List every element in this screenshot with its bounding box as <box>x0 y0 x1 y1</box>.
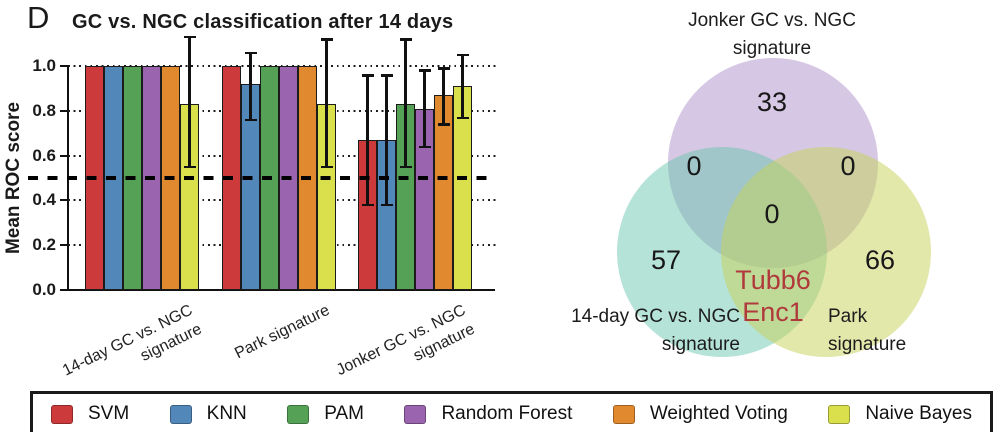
y-tick-0.4 <box>60 199 68 202</box>
error-bar-cap-bottom <box>244 118 257 122</box>
error-bar <box>461 54 464 118</box>
venn-label-line: signature <box>828 334 907 355</box>
legend-swatch-weighted-voting <box>612 404 635 424</box>
legend-swatch-knn <box>169 404 192 424</box>
venn-label-14day: 14-day GC vs. NGC signature <box>500 303 740 359</box>
legend-swatch-random-forest <box>404 404 427 424</box>
legend-label: SVM <box>88 403 130 424</box>
venn-count-park-only: 66 <box>864 245 896 275</box>
legend-swatch-pam <box>287 404 310 424</box>
legend-swatch-svm <box>51 404 73 424</box>
venn-count-jonker-day14: 0 <box>686 151 702 181</box>
legend-item-weighted-voting: Weighted Voting <box>612 403 788 425</box>
error-bar <box>442 68 445 125</box>
error-bar <box>404 39 407 167</box>
error-bar-cap-top <box>361 73 374 77</box>
legend-swatch-naive-bayes <box>828 404 851 424</box>
error-bar-cap-top <box>456 53 469 57</box>
legend-label: PAM <box>324 403 364 424</box>
error-bar-cap-top <box>380 73 393 77</box>
venn-count-all-three: 0 <box>764 199 780 229</box>
venn-label-line: Park <box>828 306 868 327</box>
bar-chart-plot-area: Mean ROC score 0.0 0.2 0.4 0.6 0.8 1.0 14-day … <box>3 35 497 379</box>
error-bar-cap-bottom <box>399 165 412 169</box>
error-bar-cap-bottom <box>456 116 469 120</box>
error-bar-cap-top <box>183 35 196 39</box>
error-bar-cap-bottom <box>183 165 196 169</box>
venn-count-jonker-only: 33 <box>756 87 788 117</box>
error-bar-cap-top <box>399 38 412 41</box>
y-tick-0.6 <box>60 154 68 157</box>
y-tick-label-0.0: 0.0 <box>32 280 56 299</box>
classifier-legend: SVM KNN PAM Random Forest Weighted Voting Nai… <box>30 391 993 432</box>
venn-count-jonker-park: 0 <box>840 151 856 181</box>
y-tick-1.0 <box>60 65 68 67</box>
error-bar-cap-bottom <box>418 145 431 149</box>
y-tick-0.0 <box>60 289 68 291</box>
venn-label-park: Park signature <box>828 303 978 359</box>
legend-item-pam: PAM <box>287 403 364 425</box>
error-bar <box>188 36 191 167</box>
reference-line-0.5 <box>28 176 496 180</box>
panel-label: D <box>27 0 50 35</box>
error-bar <box>423 70 426 147</box>
error-bar-cap-bottom <box>380 203 393 207</box>
venn-count-day14-only: 57 <box>650 245 682 275</box>
legend-label: KNN <box>206 403 247 424</box>
error-bar-cap-top <box>437 67 450 70</box>
venn-gene-tubb6: Tubb6 <box>735 265 811 295</box>
error-bar-cap-top <box>244 51 257 55</box>
y-tick-0.2 <box>60 244 68 247</box>
legend-item-svm: SVM <box>51 403 129 425</box>
error-bar-cap-bottom <box>361 203 374 207</box>
chart-title: GC vs. NGC classification after 14 days <box>72 11 454 33</box>
venn-label-line: signature <box>732 38 812 59</box>
venn-label-line: 14-day GC vs. NGC <box>571 306 740 327</box>
legend-item-knn: KNN <box>169 403 247 425</box>
legend-item-naive-bayes: Naive Bayes <box>828 403 972 425</box>
venn-label-jonker: Jonker GC vs. NGC signature <box>612 7 932 63</box>
venn-circle-park <box>721 147 931 357</box>
legend-label: Weighted Voting <box>649 403 788 424</box>
error-bar <box>249 52 252 120</box>
venn-gene-enc1: Enc1 <box>742 297 804 327</box>
error-bar <box>366 74 369 205</box>
y-axis-label: Mean ROC score <box>3 101 24 255</box>
legend-item-random-forest: Random Forest <box>404 403 572 425</box>
y-tick-label-1.0: 1.0 <box>32 56 56 75</box>
error-bar <box>385 74 388 205</box>
x-axis-line <box>67 289 495 291</box>
error-bar-cap-top <box>320 38 333 41</box>
legend-label: Random Forest <box>441 403 573 424</box>
venn-label-line: Jonker GC vs. NGC <box>688 10 856 31</box>
y-tick-label-0.2: 0.2 <box>32 235 56 255</box>
y-tick-label-0.8: 0.8 <box>32 100 56 120</box>
error-bar-cap-bottom <box>437 123 450 126</box>
venn-diagram: 33 0 0 0 57 66 Tubb6 Enc1 Jonker GC vs. NGC signa… <box>560 0 996 392</box>
error-bar-cap-top <box>418 69 431 73</box>
venn-label-line: signature <box>661 334 740 355</box>
error-bar <box>325 39 328 167</box>
legend-label: Naive Bayes <box>865 403 972 424</box>
y-tick-label-0.4: 0.4 <box>32 190 56 210</box>
error-bar-cap-bottom <box>320 165 333 169</box>
y-tick-0.8 <box>60 109 68 112</box>
y-tick-label-0.6: 0.6 <box>32 145 56 165</box>
